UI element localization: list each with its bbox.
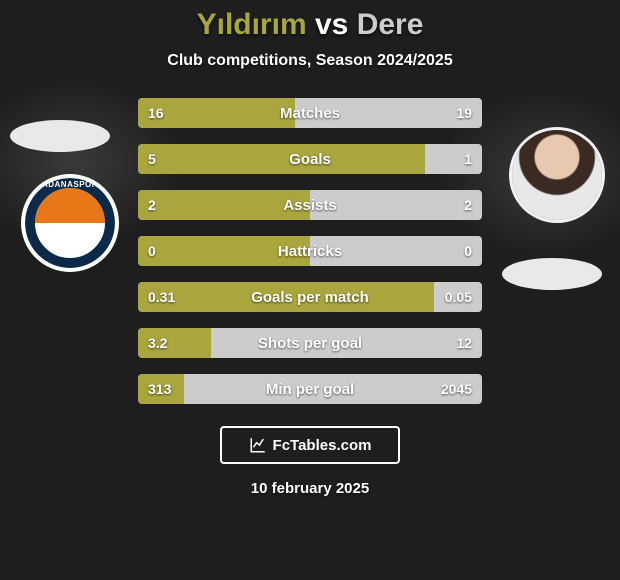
subtitle: Club competitions, Season 2024/2025 bbox=[167, 52, 452, 70]
stat-bar-p2 bbox=[295, 98, 482, 128]
logo-text: FcTables.com bbox=[273, 437, 372, 454]
date-label: 10 february 2025 bbox=[251, 480, 369, 497]
player1-flag bbox=[10, 120, 110, 152]
stat-bar-p2 bbox=[434, 282, 482, 312]
stat-row: Assists22 bbox=[138, 190, 482, 220]
stat-bar-p2 bbox=[310, 190, 482, 220]
club-badge-text-top: ADANASPOR bbox=[25, 180, 115, 189]
stat-row: Goals per match0.310.05 bbox=[138, 282, 482, 312]
stat-bars: Matches1619 Goals51 Assists22 Hattricks00 Go… bbox=[138, 98, 482, 404]
stat-bar-p1 bbox=[138, 374, 184, 404]
stat-row: Matches1619 bbox=[138, 98, 482, 128]
stat-bar-p2 bbox=[211, 328, 482, 358]
player2-flag bbox=[502, 258, 602, 290]
stat-bar-p1 bbox=[138, 190, 310, 220]
stat-row: Goals51 bbox=[138, 144, 482, 174]
content-wrapper: Yıldırım vs Dere Club competitions, Seas… bbox=[0, 0, 620, 580]
stat-bar-p1 bbox=[138, 282, 434, 312]
stat-bar-p1 bbox=[138, 144, 425, 174]
page-title: Yıldırım vs Dere bbox=[197, 8, 424, 42]
stat-bar-p1 bbox=[138, 328, 211, 358]
club-badge-ring bbox=[25, 178, 115, 268]
player1-club-badge: ADANASPOR bbox=[25, 178, 115, 268]
stat-row: Min per goal3132045 bbox=[138, 374, 482, 404]
stat-bar-p1 bbox=[138, 236, 310, 266]
stat-row: Shots per goal3.212 bbox=[138, 328, 482, 358]
chart-icon bbox=[249, 436, 267, 454]
fctables-logo: FcTables.com bbox=[220, 426, 400, 464]
title-player1: Yıldırım bbox=[197, 8, 307, 41]
stat-bar-p1 bbox=[138, 98, 295, 128]
stat-bar-p2 bbox=[310, 236, 482, 266]
stat-bar-p2 bbox=[425, 144, 482, 174]
title-player2: Dere bbox=[357, 8, 424, 41]
player2-avatar bbox=[512, 130, 602, 220]
title-vs: vs bbox=[315, 8, 348, 41]
stat-bar-p2 bbox=[184, 374, 482, 404]
stat-row: Hattricks00 bbox=[138, 236, 482, 266]
